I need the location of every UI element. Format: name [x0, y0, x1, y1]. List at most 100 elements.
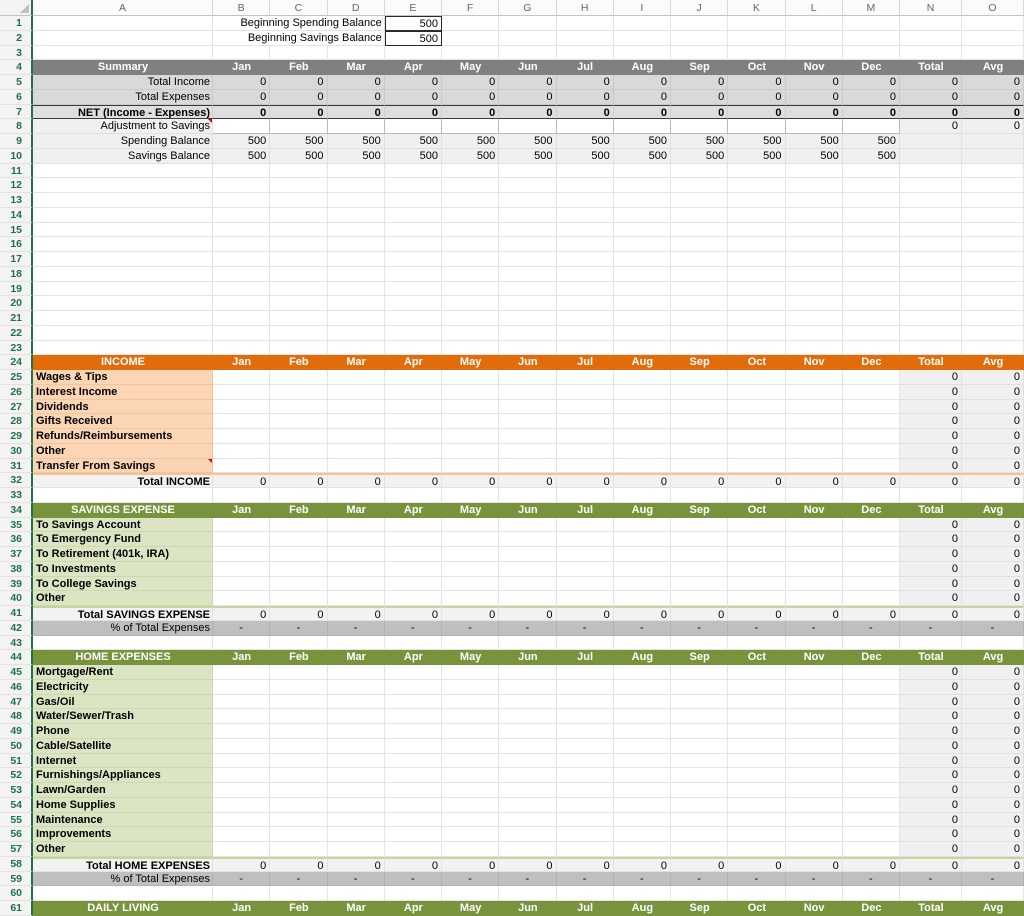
cell-M48[interactable]	[842, 709, 900, 724]
cell-G61[interactable]: Jun	[499, 901, 557, 916]
cell-K39[interactable]	[728, 576, 786, 592]
cell-A42[interactable]: % of Total Expenses	[33, 620, 213, 636]
cell-O59[interactable]: -	[962, 871, 1024, 887]
cell-B34[interactable]: Jan	[213, 502, 271, 518]
cell-N35[interactable]: 0	[900, 517, 962, 533]
cell-F49[interactable]	[442, 724, 500, 739]
cell-E27[interactable]	[384, 399, 442, 415]
cell-I2[interactable]	[613, 30, 671, 46]
row-header-32[interactable]: 32	[0, 473, 33, 488]
cell-D24[interactable]: Mar	[327, 355, 385, 370]
cell-H2[interactable]	[556, 30, 614, 46]
cell-N36[interactable]: 0	[900, 532, 962, 547]
cell-C28[interactable]	[270, 414, 328, 429]
cell-F38[interactable]	[442, 561, 500, 577]
cell-I8[interactable]	[613, 119, 671, 134]
cell-F53[interactable]	[442, 783, 500, 798]
cell-N20[interactable]	[900, 296, 962, 311]
cell-N40[interactable]: 0	[900, 591, 962, 606]
cell-N53[interactable]: 0	[900, 783, 962, 798]
cell-K48[interactable]	[728, 709, 786, 724]
cell-B41[interactable]: 0	[213, 606, 271, 621]
cell-F29[interactable]	[442, 429, 500, 444]
cell-L34[interactable]: Nov	[785, 502, 843, 518]
cell-G5[interactable]: 0	[499, 75, 557, 90]
cell-L5[interactable]: 0	[785, 75, 843, 90]
cell-G42[interactable]: -	[499, 620, 557, 636]
cell-I59[interactable]: -	[613, 871, 671, 887]
cell-H36[interactable]	[556, 532, 614, 547]
cell-K28[interactable]	[728, 414, 786, 429]
row-header-24[interactable]: 24	[0, 355, 33, 370]
cell-H27[interactable]	[556, 399, 614, 415]
cell-M39[interactable]	[842, 576, 900, 592]
cell-C44[interactable]: Feb	[270, 650, 328, 665]
cell-N27[interactable]: 0	[900, 399, 962, 415]
cell-J15[interactable]	[671, 222, 729, 238]
cell-N37[interactable]: 0	[900, 547, 962, 562]
cell-D14[interactable]	[327, 207, 385, 223]
cell-D15[interactable]	[327, 222, 385, 238]
cell-N54[interactable]: 0	[900, 797, 962, 813]
cell-J56[interactable]	[671, 827, 729, 842]
cell-H21[interactable]	[556, 311, 614, 326]
cell-G13[interactable]	[499, 193, 557, 208]
cell-N16[interactable]	[900, 237, 962, 252]
row-header-5[interactable]: 5	[0, 75, 33, 90]
cell-G31[interactable]	[499, 458, 557, 474]
cell-B39[interactable]	[213, 576, 271, 592]
cell-G21[interactable]	[499, 311, 557, 326]
cell-F20[interactable]	[442, 296, 500, 311]
cell-H51[interactable]	[556, 753, 614, 769]
cell-A5[interactable]: Total Income	[33, 75, 213, 90]
cell-M2[interactable]	[842, 30, 900, 46]
cell-K52[interactable]	[728, 768, 786, 783]
cell-H47[interactable]	[556, 694, 614, 710]
cell-H26[interactable]	[556, 384, 614, 400]
cell-K57[interactable]	[728, 842, 786, 857]
cell-H12[interactable]	[556, 178, 614, 193]
cell-F9[interactable]: 500	[442, 134, 500, 149]
cell-K5[interactable]: 0	[728, 75, 786, 90]
cell-K35[interactable]	[728, 517, 786, 533]
cell-E34[interactable]: Apr	[384, 502, 442, 518]
column-header-B[interactable]: B	[213, 0, 271, 16]
row-header-44[interactable]: 44	[0, 650, 33, 665]
cell-F3[interactable]	[442, 45, 500, 61]
cell-A14[interactable]	[33, 207, 213, 223]
row-header-26[interactable]: 26	[0, 384, 33, 400]
cell-F12[interactable]	[442, 178, 500, 193]
cell-A12[interactable]	[33, 178, 213, 193]
cell-K44[interactable]: Oct	[728, 650, 786, 665]
cell-I40[interactable]	[613, 591, 671, 606]
cell-C16[interactable]	[270, 237, 328, 252]
cell-A46[interactable]: Electricity	[33, 679, 213, 695]
cell-J32[interactable]: 0	[671, 473, 729, 488]
cell-G8[interactable]	[499, 119, 557, 134]
cell-E42[interactable]: -	[384, 620, 442, 636]
cell-M40[interactable]	[842, 591, 900, 606]
cell-I31[interactable]	[613, 458, 671, 474]
cell-L55[interactable]	[785, 812, 843, 828]
cell-G12[interactable]	[499, 178, 557, 193]
cell-F14[interactable]	[442, 207, 500, 223]
cell-A11[interactable]	[33, 163, 213, 179]
cell-O23[interactable]	[962, 340, 1024, 356]
cell-N12[interactable]	[900, 178, 962, 193]
cell-O26[interactable]: 0	[962, 384, 1024, 400]
cell-H33[interactable]	[556, 488, 614, 503]
cell-C25[interactable]	[270, 370, 328, 385]
cell-A7[interactable]: NET (Income - Expenses)	[33, 104, 213, 120]
cell-F57[interactable]	[442, 842, 500, 857]
cell-F48[interactable]	[442, 709, 500, 724]
cell-D38[interactable]	[327, 561, 385, 577]
cell-I34[interactable]: Aug	[613, 502, 671, 518]
cell-E4[interactable]: Apr	[384, 60, 442, 75]
cell-K29[interactable]	[728, 429, 786, 444]
cell-E28[interactable]	[384, 414, 442, 429]
cell-I38[interactable]	[613, 561, 671, 577]
cell-E13[interactable]	[384, 193, 442, 208]
cell-E31[interactable]	[384, 458, 442, 474]
cell-O28[interactable]: 0	[962, 414, 1024, 429]
cell-O5[interactable]: 0	[962, 75, 1024, 90]
